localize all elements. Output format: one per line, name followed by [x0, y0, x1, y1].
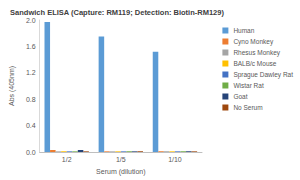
svg-text:1/5: 1/5 — [116, 156, 126, 163]
svg-text:Goat: Goat — [233, 93, 247, 100]
svg-text:Human: Human — [233, 27, 254, 34]
svg-text:Serum (dilution): Serum (dilution) — [96, 168, 145, 176]
svg-text:1.2: 1.2 — [26, 69, 36, 76]
svg-text:No Serum: No Serum — [233, 104, 262, 111]
svg-text:Rhesus Monkey: Rhesus Monkey — [233, 49, 280, 57]
svg-text:0.8: 0.8 — [26, 96, 36, 103]
svg-text:Cyno Monkey: Cyno Monkey — [233, 38, 273, 46]
svg-text:1/10: 1/10 — [168, 156, 182, 163]
svg-text:2.0: 2.0 — [26, 17, 36, 24]
svg-text:Sprague Dawley Rat: Sprague Dawley Rat — [233, 71, 293, 79]
svg-text:Sandwich ELISA (Capture: RM119: Sandwich ELISA (Capture: RM119; Detectio… — [10, 8, 224, 17]
svg-text:1/2: 1/2 — [62, 156, 72, 163]
svg-text:BALB/c Mouse: BALB/c Mouse — [233, 60, 276, 67]
svg-text:Abs (405nm): Abs (405nm) — [8, 66, 16, 106]
svg-text:1.6: 1.6 — [26, 43, 36, 50]
svg-text:0.0: 0.0 — [26, 149, 36, 156]
svg-text:0.4: 0.4 — [26, 122, 36, 129]
svg-text:Wistar Rat: Wistar Rat — [233, 82, 264, 89]
